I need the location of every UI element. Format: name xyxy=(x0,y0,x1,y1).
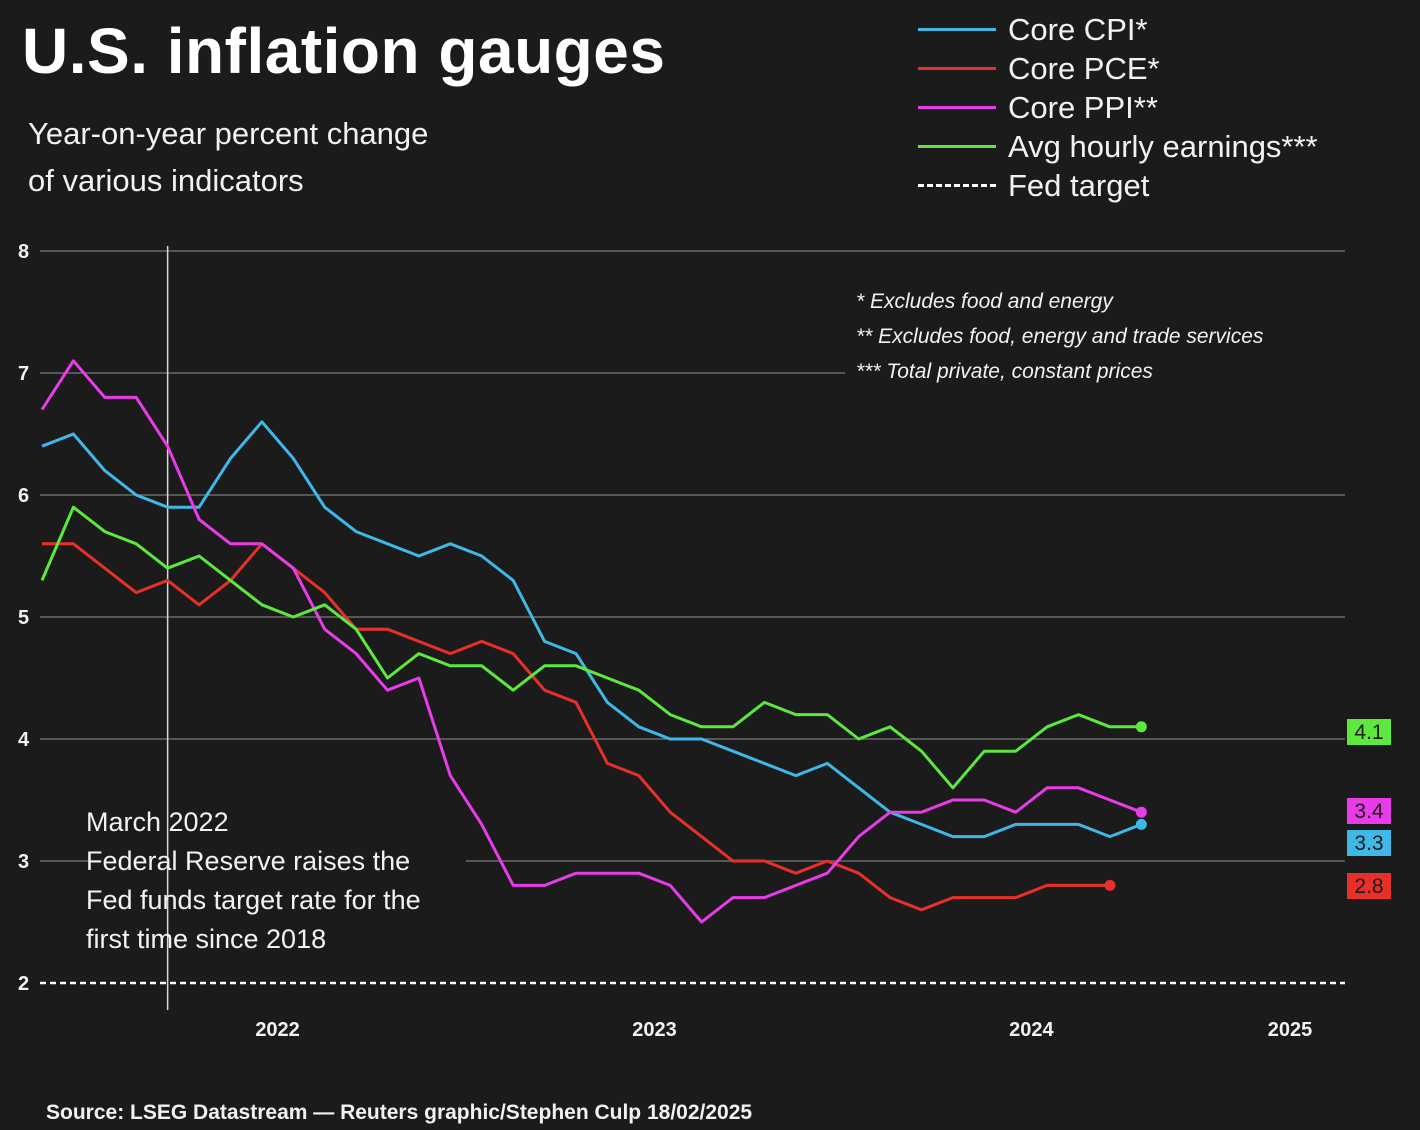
end-label-box-2 xyxy=(1347,798,1391,824)
end-value-label-0: 3.3 xyxy=(1354,832,1383,855)
subtitle-line-1: Year-on-year percent change xyxy=(28,116,429,151)
end-value-labels: 3.3 2.8 3.4 4.1 xyxy=(1347,719,1391,899)
footnotes: * Excludes food and energy ** Excludes f… xyxy=(856,284,1263,389)
legend-item-core-pce: Core PCE* xyxy=(918,49,1318,88)
chart-subtitle: Year-on-year percent change of various i… xyxy=(28,110,428,204)
grid-lines xyxy=(40,250,1345,862)
x-tick-label: 2022 xyxy=(255,1019,300,1041)
chart-title: U.S. inflation gauges xyxy=(22,15,666,87)
series-end-dot-2 xyxy=(1135,806,1147,818)
y-tick-label: 4 xyxy=(18,729,30,751)
x-tick-label: 2024 xyxy=(1009,1019,1054,1041)
annotation-line-2: Federal Reserve raises the xyxy=(86,846,411,876)
end-value-label-2: 3.4 xyxy=(1354,800,1384,823)
annotation-line-3: Fed funds target rate for the xyxy=(86,885,421,915)
footnote-3: *** Total private, constant prices xyxy=(856,360,1153,383)
end-label-box-0 xyxy=(1347,830,1391,856)
annotation-line-4: first time since 2018 xyxy=(86,924,327,954)
x-tick-label: 2023 xyxy=(632,1019,677,1041)
series-end-dot-1 xyxy=(1104,879,1116,891)
end-label-box-1 xyxy=(1347,873,1391,899)
series-end-dot-3 xyxy=(1135,721,1147,733)
annotation-line-1: March 2022 xyxy=(86,807,229,837)
series-line-1 xyxy=(42,542,1110,912)
march-2022-annotation: March 2022 Federal Reserve raises the Fe… xyxy=(86,803,466,959)
x-axis-tick-labels: 2022 2023 2024 2025 xyxy=(255,1019,1312,1041)
source-credit: Source: LSEG Datastream — Reuters graphi… xyxy=(46,1101,753,1124)
legend-item-fed-target: Fed target xyxy=(918,166,1318,205)
y-axis-tick-labels: 3 4 5 6 7 8 2 xyxy=(18,241,30,995)
legend-swatch-fed-target xyxy=(918,184,996,187)
legend-swatch-avg-hourly-earnings xyxy=(918,145,996,148)
series-end-dot-0 xyxy=(1135,818,1147,830)
y-tick-label: 2 xyxy=(18,973,29,995)
footnote-2: ** Excludes food, energy and trade servi… xyxy=(856,325,1264,348)
series-lines xyxy=(40,359,1147,924)
legend-label-core-pce: Core PCE* xyxy=(1008,50,1160,86)
legend-label-avg-hourly-earnings: Avg hourly earnings*** xyxy=(1008,128,1318,164)
x-tick-label: 2025 xyxy=(1268,1019,1313,1041)
end-label-box-3 xyxy=(1347,719,1391,745)
legend-swatch-core-cpi xyxy=(918,28,996,31)
y-tick-label: 8 xyxy=(18,241,29,263)
legend-item-avg-hourly-earnings: Avg hourly earnings*** xyxy=(918,127,1318,166)
legend-label-fed-target: Fed target xyxy=(1008,167,1150,203)
footnote-1: * Excludes food and energy xyxy=(856,290,1113,313)
legend-swatch-core-ppi xyxy=(918,106,996,109)
y-tick-label: 7 xyxy=(18,363,29,385)
series-line-0 xyxy=(41,420,1142,839)
y-tick-label: 5 xyxy=(18,607,29,629)
legend-item-core-cpi: Core CPI* xyxy=(918,10,1318,49)
legend: Core CPI* Core PCE* Core PPI** Avg hourl… xyxy=(918,10,1318,205)
end-value-label-1: 2.8 xyxy=(1354,875,1383,898)
y-tick-label: 6 xyxy=(18,485,29,507)
legend-swatch-core-pce xyxy=(918,67,996,70)
end-value-label-3: 4.1 xyxy=(1354,721,1383,744)
legend-label-core-cpi: Core CPI* xyxy=(1008,11,1148,47)
legend-label-core-ppi: Core PPI** xyxy=(1008,89,1158,125)
legend-item-core-ppi: Core PPI** xyxy=(918,88,1318,127)
series-line-3 xyxy=(40,505,1142,790)
series-line-2 xyxy=(40,359,1142,924)
subtitle-line-2: of various indicators xyxy=(28,163,304,198)
y-tick-label: 3 xyxy=(18,851,29,873)
